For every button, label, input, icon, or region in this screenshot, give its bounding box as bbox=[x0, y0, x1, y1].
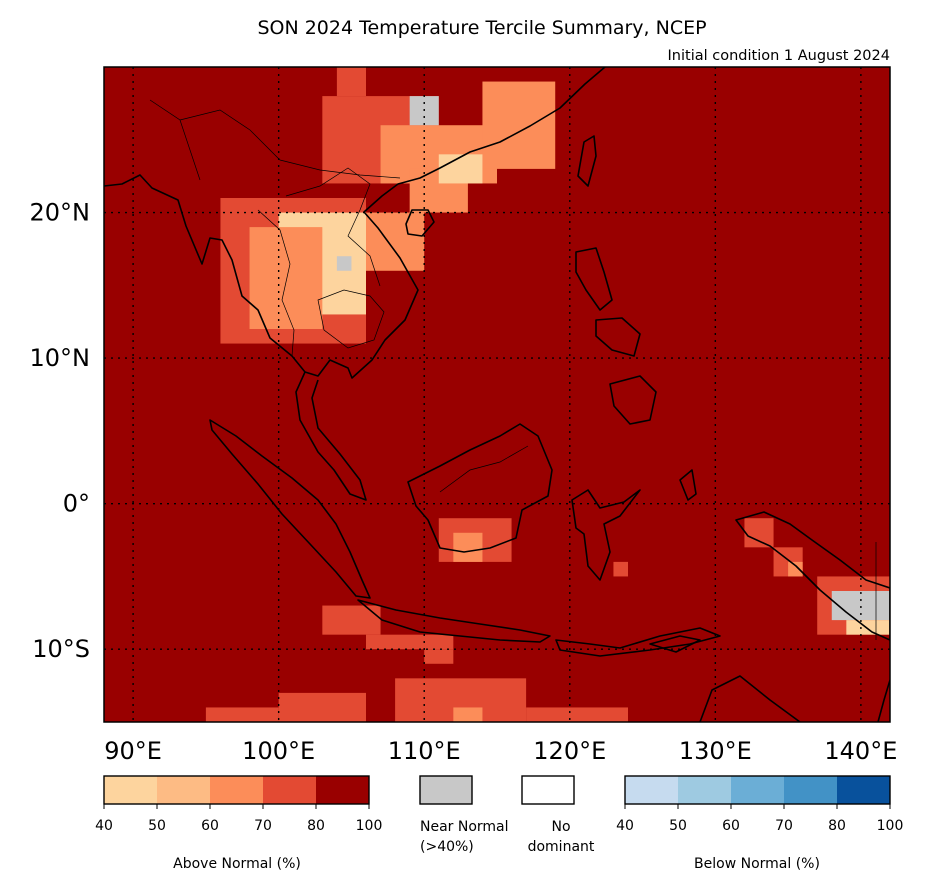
no-dominant-swatch bbox=[521, 775, 575, 805]
y-tick-label: 10°S bbox=[32, 635, 90, 663]
x-tick-label: 140°E bbox=[824, 737, 897, 765]
below-normal-colorbar-title: Below Normal (%) bbox=[694, 856, 820, 872]
coastline-sumatra bbox=[209, 419, 371, 599]
below-normal-colorbar-tick-label: 70 bbox=[775, 818, 793, 834]
coastline-java bbox=[357, 599, 551, 643]
border-myanmar-thailand bbox=[257, 209, 295, 357]
border-india-myanmar bbox=[149, 99, 201, 181]
below-normal-colorbar-swatch bbox=[784, 776, 837, 804]
probability-cell bbox=[744, 518, 774, 548]
probability-cell bbox=[526, 707, 628, 722]
below-normal-colorbar-swatch bbox=[731, 776, 784, 804]
coastline-taiwan bbox=[577, 135, 597, 187]
y-tick-label: 0° bbox=[63, 490, 90, 518]
above-normal-colorbar-swatch bbox=[263, 776, 316, 804]
coastline-australia-east bbox=[877, 679, 890, 722]
coastline-indochina bbox=[104, 67, 606, 379]
border-china-south bbox=[179, 109, 401, 179]
y-tick-label: 10°N bbox=[30, 344, 91, 372]
below-normal-colorbar-swatch bbox=[625, 776, 678, 804]
probability-cell bbox=[424, 649, 454, 664]
legend: 40 50 60 70 80 100 Above Normal (%) Near Norm… bbox=[95, 775, 904, 872]
probability-cell bbox=[366, 634, 454, 650]
x-tick-label: 100°E bbox=[242, 737, 315, 765]
probability-cell bbox=[336, 256, 352, 271]
near-normal-swatch bbox=[419, 775, 473, 805]
y-axis-tick-labels: 20°N 10°N 0° 10°S bbox=[30, 199, 91, 664]
coastline-lesser-sundas bbox=[555, 627, 721, 657]
probability-cell bbox=[482, 81, 556, 169]
above-normal-colorbar: 40 50 60 70 80 100 bbox=[95, 775, 383, 834]
above-normal-colorbar-title: Above Normal (%) bbox=[173, 856, 301, 872]
y-tick-label: 20°N bbox=[30, 199, 91, 227]
below-normal-colorbar-tick-label: 100 bbox=[877, 818, 904, 834]
probability-cell bbox=[846, 620, 890, 635]
coastline-hainan bbox=[405, 209, 435, 237]
probability-cells bbox=[205, 67, 890, 722]
coastline-philippines-luzon bbox=[575, 247, 613, 311]
coastline-borneo bbox=[407, 423, 553, 553]
probability-cell bbox=[322, 605, 381, 635]
above-normal-colorbar-swatch bbox=[104, 776, 157, 804]
below-normal-colorbar-tick-label: 60 bbox=[722, 818, 740, 834]
above-normal-colorbar-tick-label: 100 bbox=[356, 818, 383, 834]
probability-cell bbox=[831, 591, 890, 621]
above-normal-colorbar-tick-label: 60 bbox=[201, 818, 219, 834]
country-borders bbox=[149, 99, 877, 640]
probability-cell bbox=[453, 532, 483, 562]
probability-cell bbox=[336, 67, 366, 97]
border-borneo bbox=[439, 445, 529, 493]
near-normal-label: Near Normal bbox=[420, 819, 509, 835]
below-normal-colorbar: 40 50 60 70 80 100 bbox=[616, 775, 904, 834]
above-normal-colorbar-tick-label: 70 bbox=[254, 818, 272, 834]
coastline-philippines-visayas bbox=[595, 317, 641, 357]
below-normal-colorbar-swatch bbox=[678, 776, 731, 804]
coastline-philippines-mindanao bbox=[609, 375, 657, 425]
no-dominant-label: No bbox=[551, 819, 570, 835]
chart-subtitle: Initial condition 1 August 2024 bbox=[668, 48, 890, 64]
x-tick-label: 130°E bbox=[679, 737, 752, 765]
coastline-halmahera bbox=[679, 469, 697, 501]
above-normal-colorbar-swatch bbox=[157, 776, 210, 804]
border-laos bbox=[285, 167, 381, 287]
coastline-sulawesi bbox=[571, 489, 641, 581]
probability-cell bbox=[249, 227, 323, 329]
below-normal-colorbar-frame bbox=[624, 775, 891, 805]
above-normal-colorbar-tick-label: 80 bbox=[307, 818, 325, 834]
above-normal-colorbar-frame bbox=[103, 775, 370, 805]
probability-cell bbox=[788, 561, 803, 577]
x-tick-label: 90°E bbox=[104, 737, 162, 765]
chart-title: SON 2024 Temperature Tercile Summary, NC… bbox=[257, 17, 706, 39]
above-normal-colorbar-tick-label: 50 bbox=[148, 818, 166, 834]
coastline-australia-north bbox=[699, 675, 801, 722]
border-cambodia bbox=[317, 289, 385, 349]
above-normal-colorbar-swatch bbox=[316, 776, 369, 804]
near-normal-label-threshold: (>40%) bbox=[420, 839, 474, 855]
below-normal-colorbar-swatch bbox=[837, 776, 890, 804]
probability-cell bbox=[278, 692, 366, 722]
x-axis-tick-labels: 90°E 100°E 110°E 120°E 130°E 140°E bbox=[104, 737, 897, 765]
x-tick-label: 110°E bbox=[388, 737, 461, 765]
probability-cell bbox=[453, 707, 483, 722]
above-normal-colorbar-tick-label: 40 bbox=[95, 818, 113, 834]
coastline-new-guinea bbox=[735, 511, 890, 641]
below-normal-colorbar-tick-label: 50 bbox=[669, 818, 687, 834]
coastline-timor bbox=[649, 635, 701, 653]
below-normal-colorbar-tick-label: 80 bbox=[828, 818, 846, 834]
probability-cell bbox=[205, 707, 279, 722]
no-dominant-label-2: dominant bbox=[528, 839, 595, 855]
probability-cell bbox=[438, 154, 483, 184]
coastline-malay-peninsula bbox=[295, 371, 367, 501]
map-plot-area bbox=[104, 67, 890, 722]
map-frame bbox=[103, 66, 891, 723]
above-normal-colorbar-swatch bbox=[210, 776, 263, 804]
below-normal-colorbar-tick-label: 40 bbox=[616, 818, 634, 834]
graticule bbox=[104, 67, 890, 722]
coastlines bbox=[104, 67, 890, 722]
x-tick-label: 120°E bbox=[533, 737, 606, 765]
probability-cell bbox=[613, 561, 628, 577]
